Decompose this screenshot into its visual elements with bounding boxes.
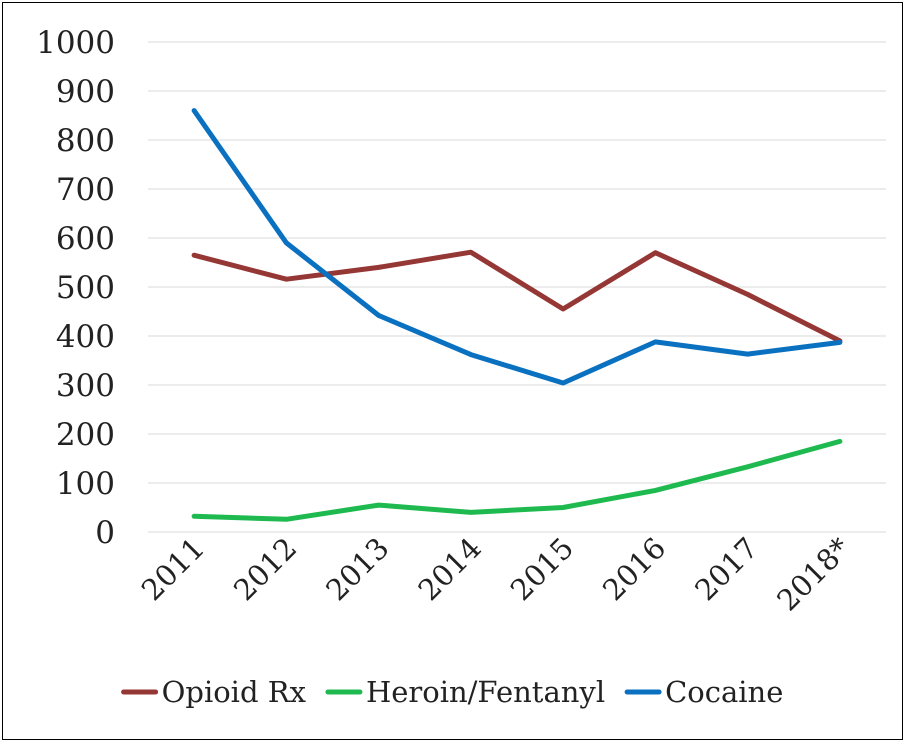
- x-axis-ticks: 2011 2012 2013 2014 2015 2016 2017 2018*: [135, 531, 857, 618]
- series-line-heroin-fentanyl: [191, 438, 843, 522]
- gridlines: [148, 41, 886, 533]
- y-tick-label: 800: [56, 123, 115, 159]
- x-tick-label: 2017: [688, 531, 764, 607]
- x-tick-label: 2012: [227, 531, 303, 607]
- y-tick-label: 300: [56, 368, 115, 404]
- y-tick-label: 0: [95, 515, 115, 551]
- y-axis-ticks: 0 100 200 300 400 500 600 700 800 900 1000: [36, 25, 115, 551]
- legend-label: Cocaine: [665, 675, 783, 709]
- x-tick-label: 2014: [412, 531, 488, 607]
- series-line-cocaine: [191, 108, 843, 386]
- y-tick-label: 500: [56, 270, 115, 306]
- x-tick-label: 2013: [319, 531, 395, 607]
- series-lines: [191, 108, 843, 522]
- x-tick-label: 2011: [135, 531, 211, 607]
- y-tick-label: 900: [56, 74, 115, 110]
- y-tick-label: 400: [56, 319, 115, 355]
- y-tick-label: 200: [56, 417, 115, 453]
- y-tick-label: 700: [56, 172, 115, 208]
- legend-label: Opioid Rx: [162, 675, 306, 709]
- x-tick-label: 2016: [596, 531, 672, 607]
- x-tick-label: 2018*: [770, 531, 857, 618]
- y-tick-label: 100: [56, 466, 115, 502]
- series-line-opioid-rx: [191, 249, 843, 344]
- y-tick-label: 1000: [36, 25, 115, 61]
- legend: Opioid Rx Heroin/Fentanyl Cocaine: [121, 675, 783, 709]
- x-tick-label: 2015: [504, 531, 580, 607]
- y-tick-label: 600: [56, 221, 115, 257]
- legend-label: Heroin/Fentanyl: [366, 675, 605, 709]
